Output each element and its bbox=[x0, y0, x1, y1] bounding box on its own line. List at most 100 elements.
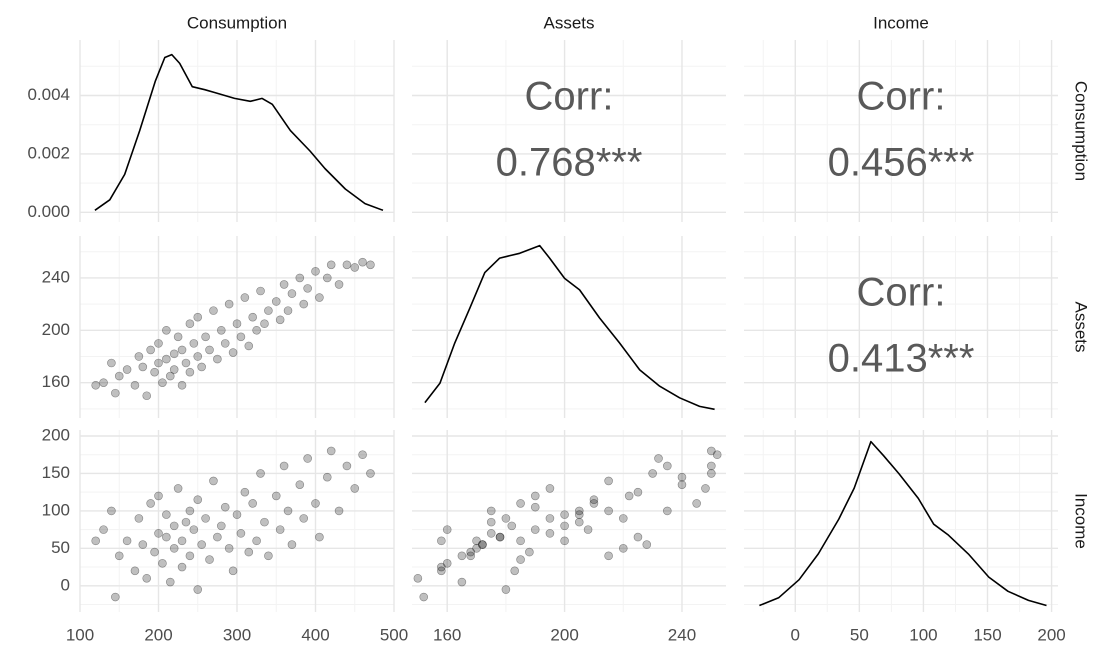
scatter-point bbox=[437, 536, 446, 546]
scatter-point bbox=[604, 476, 613, 486]
scatter-point bbox=[138, 540, 148, 549]
scatter-point bbox=[413, 573, 423, 583]
scatter-point bbox=[114, 551, 124, 561]
x-tick-label: 0 bbox=[791, 625, 800, 644]
scatter-point bbox=[169, 544, 179, 553]
scatter-point bbox=[240, 487, 250, 497]
scatter-point bbox=[707, 461, 716, 471]
scatter-point bbox=[99, 378, 108, 387]
scatter-point bbox=[142, 391, 152, 401]
scatter-point bbox=[279, 461, 289, 471]
scatter-point bbox=[248, 499, 257, 508]
x-tick-label: 400 bbox=[301, 625, 329, 644]
scatter-point bbox=[342, 260, 352, 270]
scatter-point bbox=[618, 544, 628, 553]
scatter-point bbox=[419, 592, 429, 602]
scatter-point bbox=[185, 319, 195, 329]
scatter-point bbox=[162, 354, 171, 364]
scatter-point bbox=[193, 352, 203, 361]
density-line bbox=[759, 440, 1047, 607]
scatter-point bbox=[197, 540, 206, 549]
scatter-point bbox=[495, 532, 505, 542]
scatter-point bbox=[707, 446, 716, 456]
scatter-point bbox=[466, 551, 475, 561]
scatter-point bbox=[169, 349, 179, 359]
scatter-point bbox=[437, 562, 446, 572]
scatter-point bbox=[648, 469, 657, 478]
scatter-point bbox=[228, 566, 238, 576]
scatter-point bbox=[173, 484, 183, 493]
scatter-point bbox=[232, 510, 242, 519]
scatter-point bbox=[252, 536, 261, 546]
x-tick-label: 50 bbox=[850, 625, 869, 644]
scatter-point bbox=[350, 263, 360, 272]
scatter-point bbox=[185, 551, 195, 561]
scatter-point bbox=[236, 529, 246, 538]
scatter-point bbox=[217, 325, 226, 335]
scatter-point bbox=[486, 529, 496, 538]
y-tick-label: 50 bbox=[51, 538, 70, 557]
scatter-point bbox=[177, 562, 187, 572]
scatter-point bbox=[350, 484, 360, 493]
scatter-point bbox=[326, 260, 336, 270]
scatter-point bbox=[189, 525, 199, 534]
scatter-point bbox=[677, 480, 687, 489]
scatter-point bbox=[583, 525, 593, 534]
scatter-point bbox=[315, 532, 324, 542]
scatter-point bbox=[299, 514, 309, 523]
scatter-point bbox=[205, 555, 214, 564]
scatter-point bbox=[185, 367, 195, 377]
scatter-point bbox=[165, 371, 175, 381]
scatter-point bbox=[260, 517, 269, 527]
x-tick-label: 100 bbox=[66, 625, 94, 644]
x-tick-label: 500 bbox=[380, 625, 408, 644]
scatter-point bbox=[177, 536, 187, 546]
scatter-point bbox=[283, 306, 293, 315]
scatter-point bbox=[146, 499, 155, 508]
column-strip-label: Income bbox=[873, 13, 929, 32]
scatter-point bbox=[322, 472, 332, 482]
scatter-point bbox=[287, 289, 297, 298]
scatter-point bbox=[244, 341, 254, 351]
scatter-point bbox=[150, 367, 159, 377]
row-strip-label: Income bbox=[1072, 493, 1091, 549]
scatter-point bbox=[158, 378, 167, 387]
column-strip-label: Assets bbox=[543, 13, 594, 32]
scatter-point bbox=[264, 306, 273, 315]
scatter-point bbox=[442, 559, 452, 568]
scatter-point bbox=[457, 577, 467, 587]
scatter-point bbox=[472, 544, 481, 553]
column-strip-label: Consumption bbox=[187, 13, 287, 32]
y-tick-label: 200 bbox=[42, 320, 70, 339]
scatter-point bbox=[501, 514, 511, 523]
scatter-point bbox=[589, 495, 599, 504]
scatter-point bbox=[486, 506, 496, 516]
scatter-point bbox=[213, 354, 222, 364]
scatter-point bbox=[574, 506, 584, 516]
scatter-point bbox=[287, 540, 297, 549]
scatter-point bbox=[224, 544, 234, 553]
x-tick-label: 160 bbox=[433, 625, 461, 644]
scatter-point bbox=[275, 315, 285, 325]
scatter-point bbox=[122, 365, 132, 374]
y-tick-label: 240 bbox=[42, 267, 70, 286]
scatter-point bbox=[322, 273, 332, 283]
scatter-point bbox=[201, 332, 210, 342]
scatter-point bbox=[299, 299, 309, 309]
x-tick-label: 150 bbox=[973, 625, 1001, 644]
corr-value: 0.456*** bbox=[828, 141, 975, 185]
scatter-point bbox=[232, 319, 242, 329]
y-tick-label: 100 bbox=[42, 500, 70, 519]
scatter-point bbox=[501, 585, 511, 594]
y-tick-label: 0 bbox=[61, 575, 70, 594]
scatter-point bbox=[560, 510, 569, 519]
scatter-point bbox=[158, 559, 167, 568]
corr-value: 0.768*** bbox=[496, 141, 643, 185]
scatter-point bbox=[342, 461, 352, 471]
scatter-point bbox=[574, 517, 584, 527]
scatter-point bbox=[516, 536, 525, 546]
scatter-point bbox=[516, 555, 525, 564]
scatter-point bbox=[624, 491, 634, 501]
scatter-point bbox=[271, 491, 281, 501]
corr-label: Corr: bbox=[525, 75, 614, 119]
